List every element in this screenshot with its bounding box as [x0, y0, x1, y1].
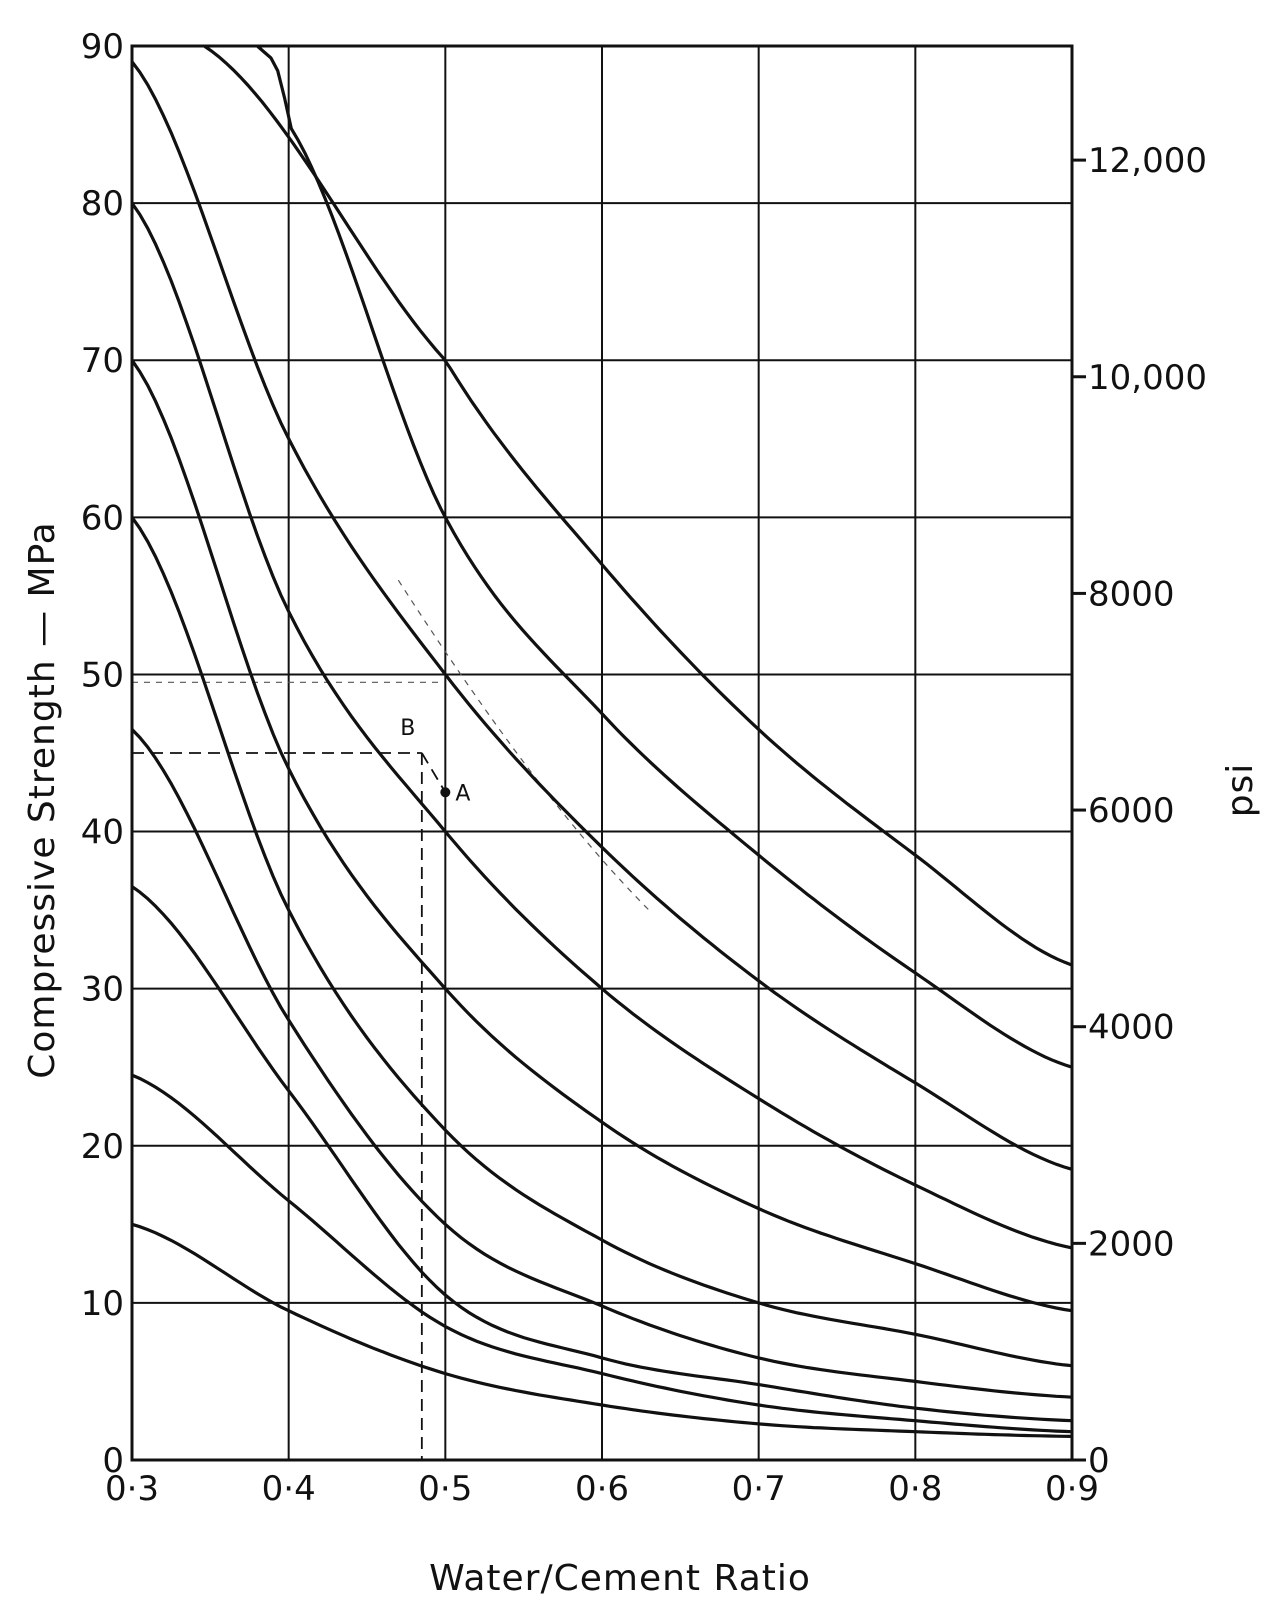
strength-curve — [256, 44, 1073, 1069]
right-tick-label: 6000 — [1088, 791, 1175, 831]
strength-curve — [130, 516, 1073, 1368]
x-tick-label: 0·7 — [732, 1469, 786, 1509]
x-tick-label: 0·8 — [888, 1469, 942, 1509]
reference-lines — [132, 579, 650, 1460]
x-tick-label: 0·5 — [418, 1469, 472, 1509]
strength-curve — [130, 728, 1073, 1399]
y-tick-label: 40 — [81, 813, 124, 853]
y-tick-label: 90 — [81, 27, 124, 67]
y-tick-label: 10 — [81, 1284, 124, 1324]
right-tick-label: 10,000 — [1088, 358, 1207, 398]
x-axis-ticks: 0·3 0·4 0·5 0·6 0·7 0·8 0·9 — [105, 1469, 1099, 1509]
strength-curve — [131, 1073, 1073, 1434]
y-axis-ticks: 0 10 20 30 40 50 60 70 80 90 — [81, 27, 124, 1481]
strength-curve — [130, 202, 1073, 1250]
right-axis-title: psi — [1220, 763, 1261, 818]
y-tick-label: 0 — [102, 1441, 124, 1481]
x-tick-label: 0·4 — [262, 1469, 316, 1509]
strength-curve — [203, 44, 1073, 967]
y-axis-title: Compressive Strength — MPa — [22, 521, 63, 1078]
x-tick-label: 0·6 — [575, 1469, 629, 1509]
point-a-marker — [440, 787, 451, 798]
y-tick-label: 80 — [81, 184, 124, 224]
right-tick-label: 0 — [1088, 1441, 1110, 1481]
point-a-label: A — [455, 781, 470, 806]
strength-curve — [131, 885, 1073, 1423]
grid — [131, 45, 1073, 1461]
y-tick-label: 60 — [81, 498, 124, 538]
x-tick-label: 0·3 — [105, 1469, 159, 1509]
strength-curve — [130, 359, 1073, 1313]
annotations: AB — [400, 716, 470, 806]
y-tick-label: 70 — [81, 341, 124, 381]
x-axis-title: Water/Cement Ratio — [429, 1558, 811, 1599]
right-axis-ticks: 0 2000 4000 6000 8000 10,000 12,000 — [1072, 141, 1207, 1481]
right-tick-label: 12,000 — [1088, 141, 1207, 181]
point-b-label: B — [400, 716, 415, 741]
y-tick-label: 20 — [81, 1127, 124, 1167]
y-tick-label: 50 — [81, 655, 124, 695]
plot-frame — [130, 44, 1074, 1462]
right-tick-label: 4000 — [1088, 1008, 1175, 1048]
y-tick-label: 30 — [81, 970, 124, 1010]
right-tick-label: 8000 — [1088, 574, 1175, 614]
guide-line-connector — [421, 752, 447, 793]
right-tick-label: 2000 — [1088, 1224, 1175, 1264]
strength-curve — [130, 60, 1073, 1171]
strength-curve — [131, 1222, 1073, 1438]
curves — [130, 44, 1073, 1438]
x-tick-label: 0·9 — [1045, 1469, 1099, 1509]
